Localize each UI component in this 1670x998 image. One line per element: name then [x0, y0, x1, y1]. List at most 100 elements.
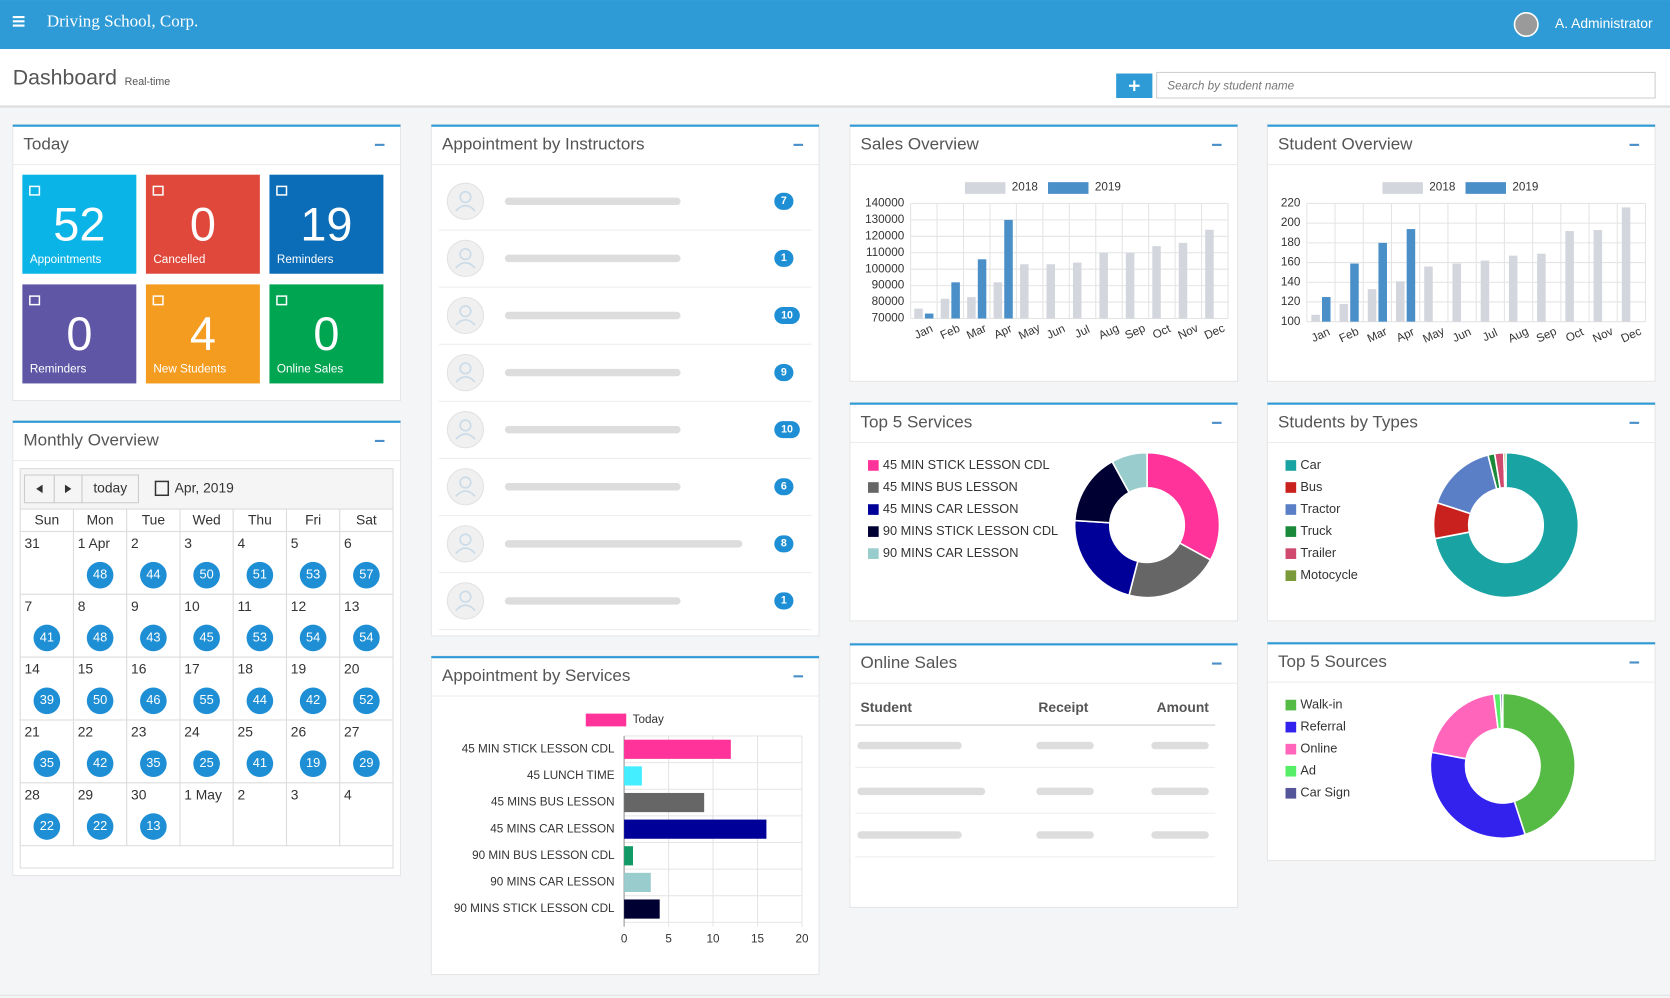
stat-tile[interactable]: [269, 174, 384, 274]
legend-label: 2019: [1095, 181, 1121, 194]
row-divider: [438, 343, 812, 345]
today-button[interactable]: [81, 474, 139, 504]
pie-slice: [1499, 692, 1504, 730]
bar: [624, 792, 705, 813]
bar: [940, 298, 950, 319]
avatar-head: [459, 419, 472, 432]
legend-swatch: [868, 504, 879, 515]
avatar-body: [455, 261, 476, 269]
y-tick-label: 45 LUNCH TIME: [527, 769, 615, 782]
day-cell[interactable]: [339, 782, 394, 847]
avatar[interactable]: [1513, 12, 1539, 38]
avatar-head: [459, 476, 472, 489]
calendar-month: Apr, 2019: [175, 480, 235, 496]
legend-swatch: [1285, 504, 1297, 515]
cell-placeholder: [1036, 741, 1094, 750]
legend-swatch: [1285, 721, 1297, 733]
y-tick-label: 140000: [865, 197, 905, 210]
panel-title: Appointment by Instructors: [442, 134, 645, 153]
bar: [1072, 262, 1082, 319]
cell-placeholder: [1036, 787, 1094, 796]
search-placeholder: Search by student name: [1167, 79, 1294, 92]
tile-value: 0: [66, 308, 92, 360]
appointment-badge: [86, 813, 114, 840]
collapse-button[interactable]: [1212, 143, 1222, 146]
menu-button[interactable]: [12, 15, 25, 27]
count-badge-label: 6: [781, 481, 787, 493]
cell-placeholder: [1151, 787, 1209, 796]
day-number: 30: [131, 786, 147, 802]
y-tick-label: 90000: [872, 279, 905, 292]
bar: [1396, 281, 1405, 322]
brand[interactable]: Driving School, Corp.: [47, 11, 198, 30]
collapse-button[interactable]: [374, 143, 385, 146]
bar: [914, 308, 923, 319]
collapse-button[interactable]: [793, 143, 804, 146]
plus-v: [1133, 80, 1136, 92]
instructor-avatar: [446, 296, 485, 335]
user-name[interactable]: A. Administrator: [1555, 15, 1653, 31]
bar: [1350, 263, 1359, 322]
avatar-head: [459, 533, 472, 546]
table-header: Receipt: [1038, 699, 1088, 715]
collapse-button[interactable]: [793, 675, 804, 678]
appointment-badge: [246, 624, 274, 652]
bar: [1321, 297, 1331, 322]
appointment-count: 45: [200, 629, 214, 644]
appointment-badge: [86, 561, 114, 589]
count-badge: [774, 192, 794, 210]
appointment-badge: [33, 687, 61, 715]
day-number: 23: [131, 723, 147, 739]
collapse-button[interactable]: [374, 439, 385, 443]
day-number: 9: [131, 598, 139, 614]
appointment-badge: [86, 624, 114, 652]
appointment-badge: [193, 687, 220, 715]
appointment-count: 48: [93, 567, 107, 582]
row-divider: [438, 457, 812, 459]
day-number: 2: [131, 535, 139, 551]
menu-line: [12, 24, 25, 27]
collapse-button[interactable]: [1629, 143, 1640, 146]
instructor-avatar: [446, 411, 485, 449]
pie-slice: [1501, 692, 1577, 836]
appointment-badge: [299, 687, 327, 715]
day-number: 18: [238, 661, 254, 677]
appointment-count: 13: [146, 818, 160, 833]
appointment-count: 53: [253, 629, 267, 644]
appointment-badge: [140, 687, 167, 715]
tile-value: 19: [300, 198, 352, 250]
day-cell[interactable]: [232, 782, 288, 847]
panel-title: Student Overview: [1278, 134, 1413, 153]
panel-top-border: [1267, 402, 1656, 405]
x-tick-label: Jul: [1073, 323, 1092, 341]
day-number: 7: [24, 598, 32, 614]
stat-tile[interactable]: [145, 174, 260, 274]
appointment-badge: [246, 750, 274, 777]
collapse-button[interactable]: [1629, 661, 1640, 664]
legend-label: 45 MINS CAR LESSON: [883, 501, 1019, 516]
bar: [1406, 229, 1416, 322]
collapse-button[interactable]: [1212, 662, 1222, 665]
cell-placeholder: [857, 831, 962, 839]
appointment-count: 29: [359, 755, 373, 770]
row-divider: [438, 629, 812, 631]
appointment-count: 42: [306, 692, 320, 707]
add-button[interactable]: [1116, 73, 1153, 99]
bar: [1046, 264, 1056, 319]
day-cell[interactable]: [179, 782, 234, 847]
prev-arrow: [36, 484, 43, 494]
day-number: 5: [291, 535, 299, 551]
row-divider: [438, 514, 812, 517]
stat-tile[interactable]: [145, 284, 260, 384]
stat-tile[interactable]: [269, 284, 384, 384]
collapse-button[interactable]: [1212, 421, 1222, 424]
search-input[interactable]: [1156, 71, 1656, 99]
stat-tile[interactable]: [22, 284, 137, 384]
cell-placeholder: [1151, 831, 1209, 839]
day-number: 4: [238, 535, 246, 551]
stat-tile[interactable]: [22, 174, 137, 274]
bar: [624, 899, 660, 919]
collapse-button[interactable]: [1629, 421, 1640, 424]
instructor-avatar: [446, 182, 485, 220]
appointment-count: 35: [40, 755, 54, 770]
